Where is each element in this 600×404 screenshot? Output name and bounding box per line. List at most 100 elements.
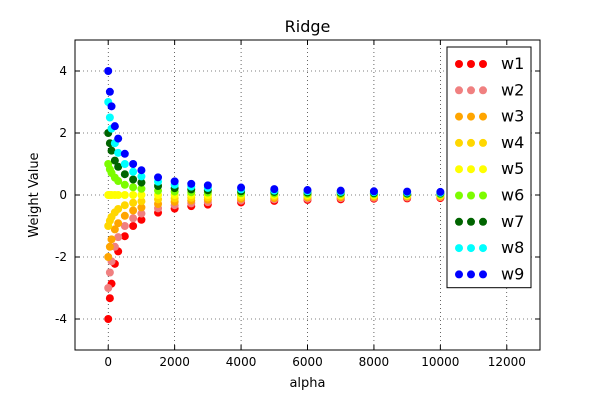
data-point-w9 bbox=[187, 179, 196, 188]
legend-label-w6: w6 bbox=[501, 186, 524, 205]
data-point-w5 bbox=[114, 191, 123, 199]
data-point-w9 bbox=[110, 122, 119, 131]
data-point-w9 bbox=[114, 134, 123, 143]
legend-label-w1: w1 bbox=[501, 54, 524, 73]
data-point-w7 bbox=[114, 162, 123, 171]
legend-marker-w5 bbox=[455, 165, 463, 174]
data-point-w9 bbox=[270, 185, 279, 194]
data-point-w4 bbox=[137, 197, 146, 206]
legend-label-w5: w5 bbox=[501, 159, 524, 178]
legend-marker-w4 bbox=[479, 138, 487, 147]
series-w9 bbox=[104, 67, 445, 196]
legend-marker-w2 bbox=[455, 86, 463, 95]
y-tick-label: 2 bbox=[59, 126, 67, 140]
legend-marker-w7 bbox=[455, 217, 463, 226]
y-tick-label: 4 bbox=[59, 64, 67, 78]
data-point-w1 bbox=[120, 232, 129, 241]
data-point-w8 bbox=[129, 167, 138, 176]
data-point-w3 bbox=[137, 203, 146, 212]
data-point-w9 bbox=[237, 183, 246, 192]
legend-marker-w1 bbox=[467, 60, 475, 68]
legend-label-w4: w4 bbox=[501, 133, 524, 152]
data-point-w9 bbox=[436, 187, 445, 196]
legend-marker-w3 bbox=[455, 112, 463, 121]
data-point-w2 bbox=[114, 233, 123, 242]
chart-title: Ridge bbox=[285, 17, 331, 36]
x-tick-label: 10000 bbox=[421, 355, 459, 369]
data-point-w9 bbox=[154, 173, 163, 182]
legend-marker-w4 bbox=[455, 138, 463, 147]
data-point-w9 bbox=[303, 186, 312, 195]
data-point-w4 bbox=[114, 204, 123, 213]
y-tick-label: -4 bbox=[55, 312, 67, 326]
data-point-w3 bbox=[104, 253, 113, 261]
data-point-w8 bbox=[105, 113, 114, 122]
data-point-w7 bbox=[129, 175, 138, 184]
x-tick-label: 8000 bbox=[359, 355, 390, 369]
data-point-w6 bbox=[137, 184, 146, 193]
x-tick-label: 0 bbox=[104, 355, 112, 369]
x-tick-label: 2000 bbox=[159, 355, 190, 369]
data-points bbox=[104, 67, 445, 323]
legend-marker-w7 bbox=[479, 217, 487, 226]
data-point-w9 bbox=[129, 160, 138, 168]
data-point-w1 bbox=[104, 315, 113, 323]
data-point-w6 bbox=[114, 177, 123, 186]
data-point-w8 bbox=[120, 160, 129, 168]
legend-marker-w6 bbox=[479, 191, 487, 200]
legend-marker-w4 bbox=[467, 138, 475, 147]
data-point-w7 bbox=[120, 170, 129, 179]
data-point-w6 bbox=[129, 183, 138, 192]
data-point-w3 bbox=[114, 219, 123, 228]
legend-marker-w8 bbox=[455, 244, 463, 253]
data-point-w9 bbox=[105, 87, 114, 96]
data-point-w7 bbox=[107, 146, 116, 155]
data-point-w5 bbox=[120, 191, 129, 199]
legend: w1 w2 w3 w4 w5 w6 w7 w8 w9 bbox=[446, 46, 532, 289]
legend-label-w8: w8 bbox=[501, 238, 524, 257]
legend-marker-w6 bbox=[467, 191, 475, 200]
data-point-w4 bbox=[129, 198, 138, 207]
legend-marker-w8 bbox=[479, 244, 487, 253]
data-point-w9 bbox=[120, 149, 129, 158]
data-point-w9 bbox=[104, 67, 113, 75]
legend-marker-w9 bbox=[455, 270, 463, 279]
data-point-w2 bbox=[104, 284, 113, 292]
data-point-w2 bbox=[137, 209, 146, 218]
y-tick-label: 0 bbox=[59, 188, 67, 202]
data-point-w9 bbox=[107, 102, 116, 111]
data-point-w3 bbox=[129, 206, 138, 215]
legend-marker-w9 bbox=[479, 270, 487, 279]
data-point-w9 bbox=[336, 186, 345, 195]
data-point-w1 bbox=[105, 294, 114, 303]
legend-marker-w2 bbox=[479, 86, 487, 95]
x-tick-label: 12000 bbox=[488, 355, 526, 369]
legend-marker-w1 bbox=[479, 60, 487, 68]
legend-marker-w3 bbox=[479, 112, 487, 121]
data-point-w5 bbox=[129, 191, 138, 199]
legend-marker-w2 bbox=[467, 86, 475, 95]
data-point-w8 bbox=[114, 148, 123, 157]
legend-marker-w7 bbox=[467, 217, 475, 226]
legend-label-w7: w7 bbox=[501, 212, 524, 231]
legend-marker-w8 bbox=[467, 244, 475, 253]
data-point-w2 bbox=[129, 214, 138, 223]
data-point-w4 bbox=[120, 201, 129, 210]
data-point-w9 bbox=[369, 187, 378, 196]
axis-ticks: 0 2000 4000 6000 8000 10000 12000 -4 -2 0 2 4 bbox=[55, 40, 540, 369]
data-point-w7 bbox=[110, 156, 119, 165]
y-axis-label: Weight Value bbox=[27, 152, 42, 237]
data-point-w6 bbox=[120, 180, 129, 189]
legend-marker-w1 bbox=[455, 60, 463, 68]
data-point-w9 bbox=[137, 166, 146, 175]
data-point-w8 bbox=[137, 172, 146, 181]
legend-marker-w6 bbox=[455, 191, 463, 200]
data-point-w2 bbox=[105, 268, 114, 277]
data-point-w3 bbox=[110, 225, 119, 234]
data-point-w3 bbox=[120, 211, 129, 220]
legend-label-w9: w9 bbox=[501, 264, 524, 283]
legend-marker-w9 bbox=[467, 270, 475, 279]
data-point-w9 bbox=[203, 181, 212, 190]
